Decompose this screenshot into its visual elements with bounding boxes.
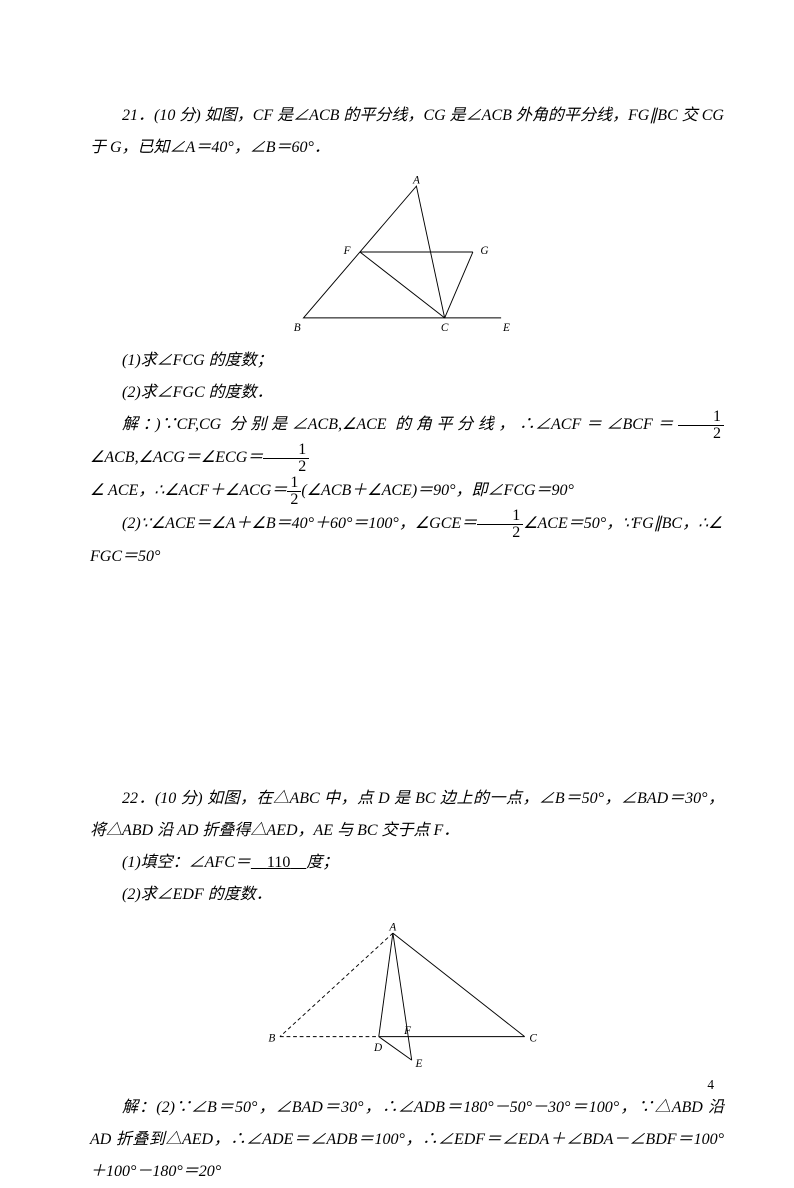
p21-q2: (2)求∠FGC 的度数． <box>90 377 724 409</box>
p22-q1: (1)填空：∠AFC＝ 110 度； <box>90 847 724 879</box>
p22-intro: 22．(10 分) 如图，在△ABC 中，点 D 是 BC 边上的一点，∠B＝5… <box>90 783 724 847</box>
svg-text:B: B <box>294 322 301 332</box>
p22-sol: 解：(2)∵∠B＝50°，∠BAD＝30°，∴∠ADB＝180°－50°－30°… <box>90 1092 724 1188</box>
svg-text:A: A <box>412 174 420 186</box>
p21-intro: 21．(10 分) 如图，CF 是∠ACB 的平分线，CG 是∠ACB 外角的平… <box>90 100 724 164</box>
p21-sol1b: ∠ ACE，∴∠ACF＋∠ACG＝12(∠ACB＋∠ACE)＝90°，即∠FCG… <box>90 475 724 508</box>
svg-text:B: B <box>268 1032 275 1044</box>
svg-text:E: E <box>414 1058 422 1070</box>
svg-text:F: F <box>403 1025 411 1037</box>
page-number: 4 <box>707 1077 714 1093</box>
p21-sol2: (2)∵∠ACE＝∠A＋∠B＝40°＋60°＝100°，∠GCE＝12∠ACE＝… <box>90 508 724 541</box>
svg-text:E: E <box>502 322 510 332</box>
svg-text:A: A <box>388 921 396 933</box>
p21-sol1: 解：)∵CF,CG 分别是∠ACB,∠ACE 的角平分线，∴∠ACF＝∠BCF＝… <box>90 409 724 475</box>
svg-text:D: D <box>373 1042 382 1054</box>
p21-figure: A F G B C E <box>90 172 724 337</box>
svg-text:C: C <box>441 322 449 332</box>
svg-text:F: F <box>343 245 351 257</box>
svg-text:G: G <box>480 245 488 257</box>
svg-text:C: C <box>529 1032 537 1044</box>
p22-q2: (2)求∠EDF 的度数． <box>90 879 724 911</box>
p21-sol2b: FGC＝50° <box>90 541 724 573</box>
p22-figure: A B D F C E <box>90 919 724 1084</box>
p21-q1: (1)求∠FCG 的度数； <box>90 345 724 377</box>
